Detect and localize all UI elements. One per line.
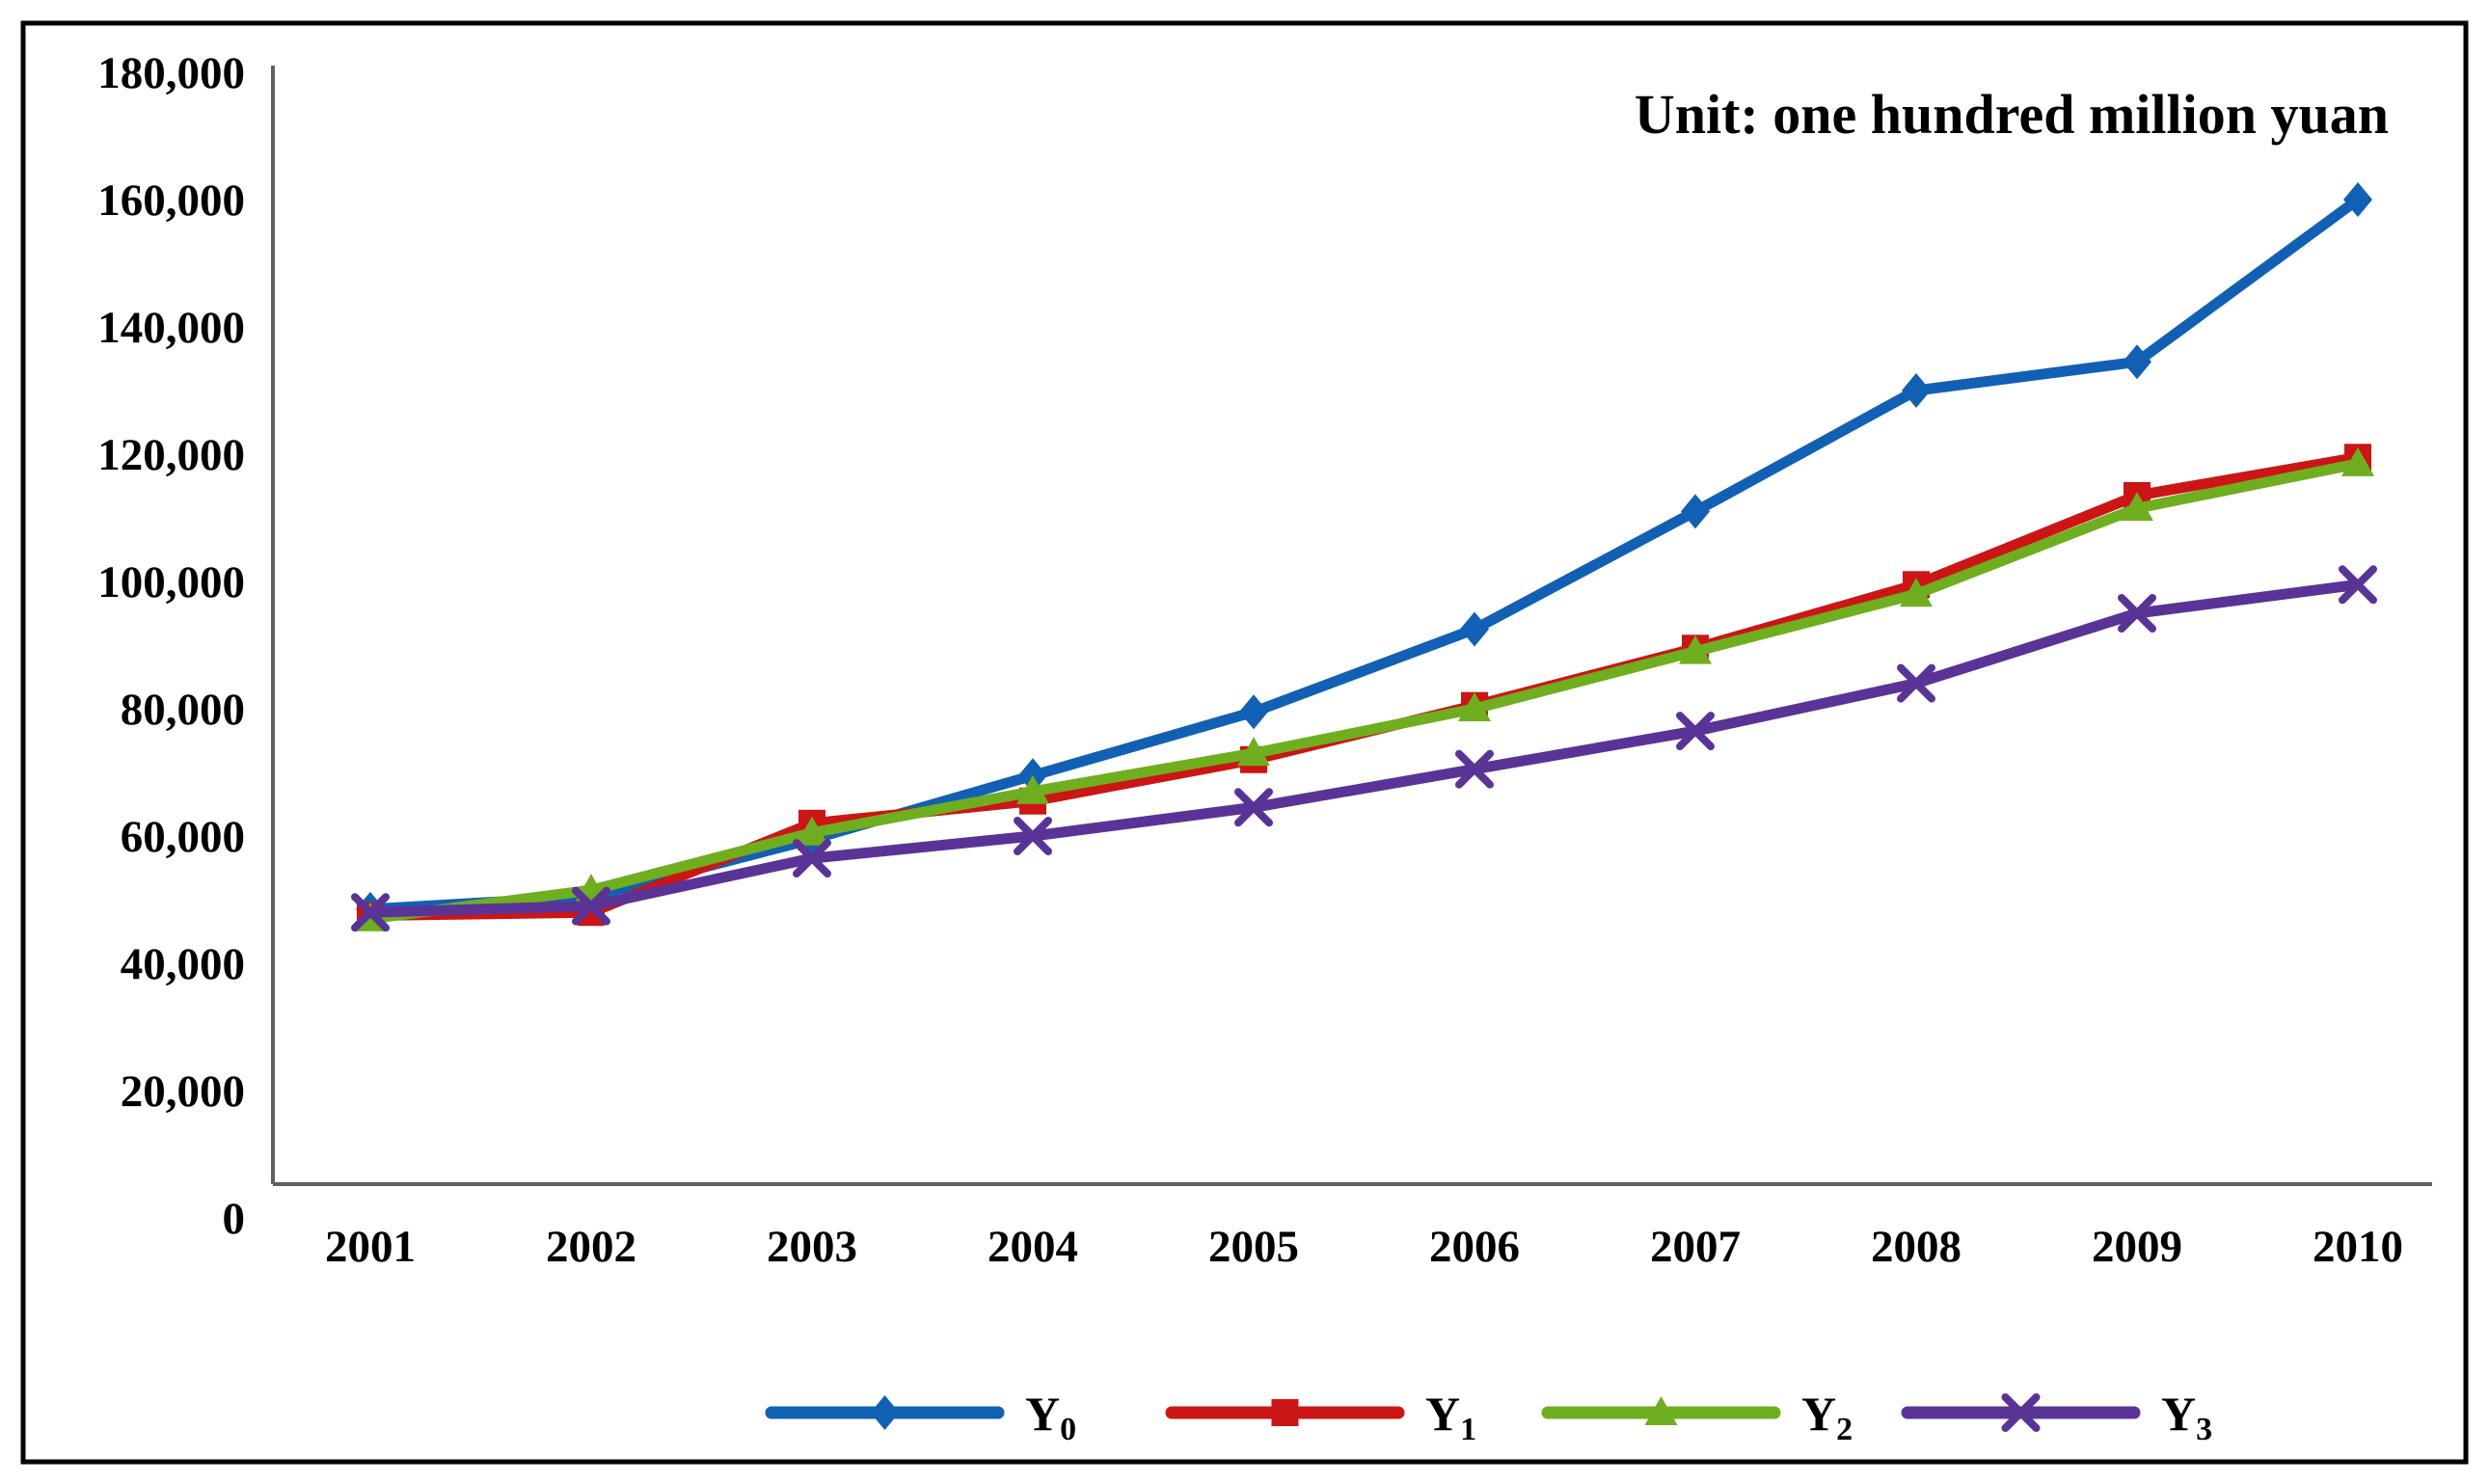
x-tick-label: 2006 [1429,1222,1520,1272]
legend-label-Y1: Y1 [1425,1387,1476,1447]
series-line-Y0 [365,194,2364,915]
legend-marker-x-icon [2001,1393,2041,1432]
y-tick-label: 100,000 [97,557,245,607]
data-marker-Y3 [1897,663,1935,703]
series-line-Y2 [365,458,2364,925]
data-marker-Y3 [793,839,831,878]
data-marker-Y2 [2341,446,2374,476]
data-marker-Y3 [1676,712,1715,751]
plot-area [351,182,2377,932]
data-marker-Y3 [351,893,390,932]
data-marker-Y3 [1014,817,1052,855]
legend-item-Y2: Y2 [1541,1387,1853,1447]
y-tick-label: 40,000 [121,939,245,989]
x-tick-label: 2002 [546,1222,636,1272]
y-tick-label: 0 [223,1194,246,1244]
x-tick-label: 2004 [987,1222,1078,1272]
data-marker-Y2 [1237,737,1270,767]
data-marker-Y2 [1900,578,1933,607]
legend-item-Y1: Y1 [1165,1387,1476,1447]
series-Y1 [357,444,2371,930]
legend-item-Y0: Y0 [765,1387,1076,1447]
y-tick-label: 140,000 [97,303,245,353]
legend-label-Y3: Y3 [2161,1387,2212,1447]
series-line-Y3 [365,579,2364,918]
axes [271,66,2432,1186]
legend-item-Y3: Y3 [1901,1387,2212,1447]
y-tick-label: 180,000 [97,48,245,98]
x-tick-label: 2001 [325,1222,416,1272]
unit-label: Unit: one hundred million yuan [1635,83,2389,146]
y-tick-label: 20,000 [121,1066,245,1117]
series-line-Y1 [365,451,2364,921]
legend-label-Y2: Y2 [1801,1387,1853,1447]
legend-marker-triangle-icon [1644,1396,1678,1425]
figure-border [20,20,2469,1465]
y-tick-label: 120,000 [97,430,245,480]
x-tick-label: 2010 [2313,1222,2403,1272]
legend-marker-diamond-icon [870,1395,900,1430]
legend-label-Y0: Y0 [1025,1387,1076,1447]
data-marker-Y2 [1016,774,1049,804]
x-axis-labels: 2001 2002 2003 2004 2005 2006 2007 2008 2009 2010 [325,1222,2403,1272]
y-tick-label: 160,000 [97,175,245,226]
legend-marker-square-icon [1271,1399,1299,1426]
series-Y0 [356,182,2372,927]
data-marker-Y2 [1679,634,1712,664]
y-tick-label: 80,000 [121,685,245,735]
data-marker-Y3 [1455,749,1494,789]
data-marker-Y0 [2123,344,2151,380]
x-tick-label: 2005 [1208,1222,1299,1272]
y-tick-label: 60,000 [121,812,245,862]
data-marker-Y2 [796,816,828,846]
x-tick-label: 2003 [767,1222,857,1272]
legend: Y0 Y1 Y2 Y3 [765,1387,2212,1447]
data-marker-Y2 [2121,492,2153,522]
x-tick-label: 2007 [1650,1222,1741,1272]
data-marker-Y3 [572,886,610,926]
series-Y3 [351,565,2377,932]
data-marker-Y0 [1902,373,1931,408]
data-marker-Y2 [1458,692,1491,721]
data-marker-Y0 [1460,611,1489,647]
data-marker-Y0 [1239,694,1268,730]
x-tick-label: 2009 [2092,1222,2182,1272]
data-marker-Y0 [1681,494,1710,529]
data-marker-Y3 [1234,788,1273,827]
data-marker-Y0 [2343,182,2372,217]
data-marker-Y3 [2118,594,2156,633]
data-marker-Y3 [2339,565,2377,605]
y-axis-labels: 180,000 160,000 140,000 120,000 100,000 80,00… [97,48,245,1244]
x-tick-label: 2008 [1871,1222,1961,1272]
